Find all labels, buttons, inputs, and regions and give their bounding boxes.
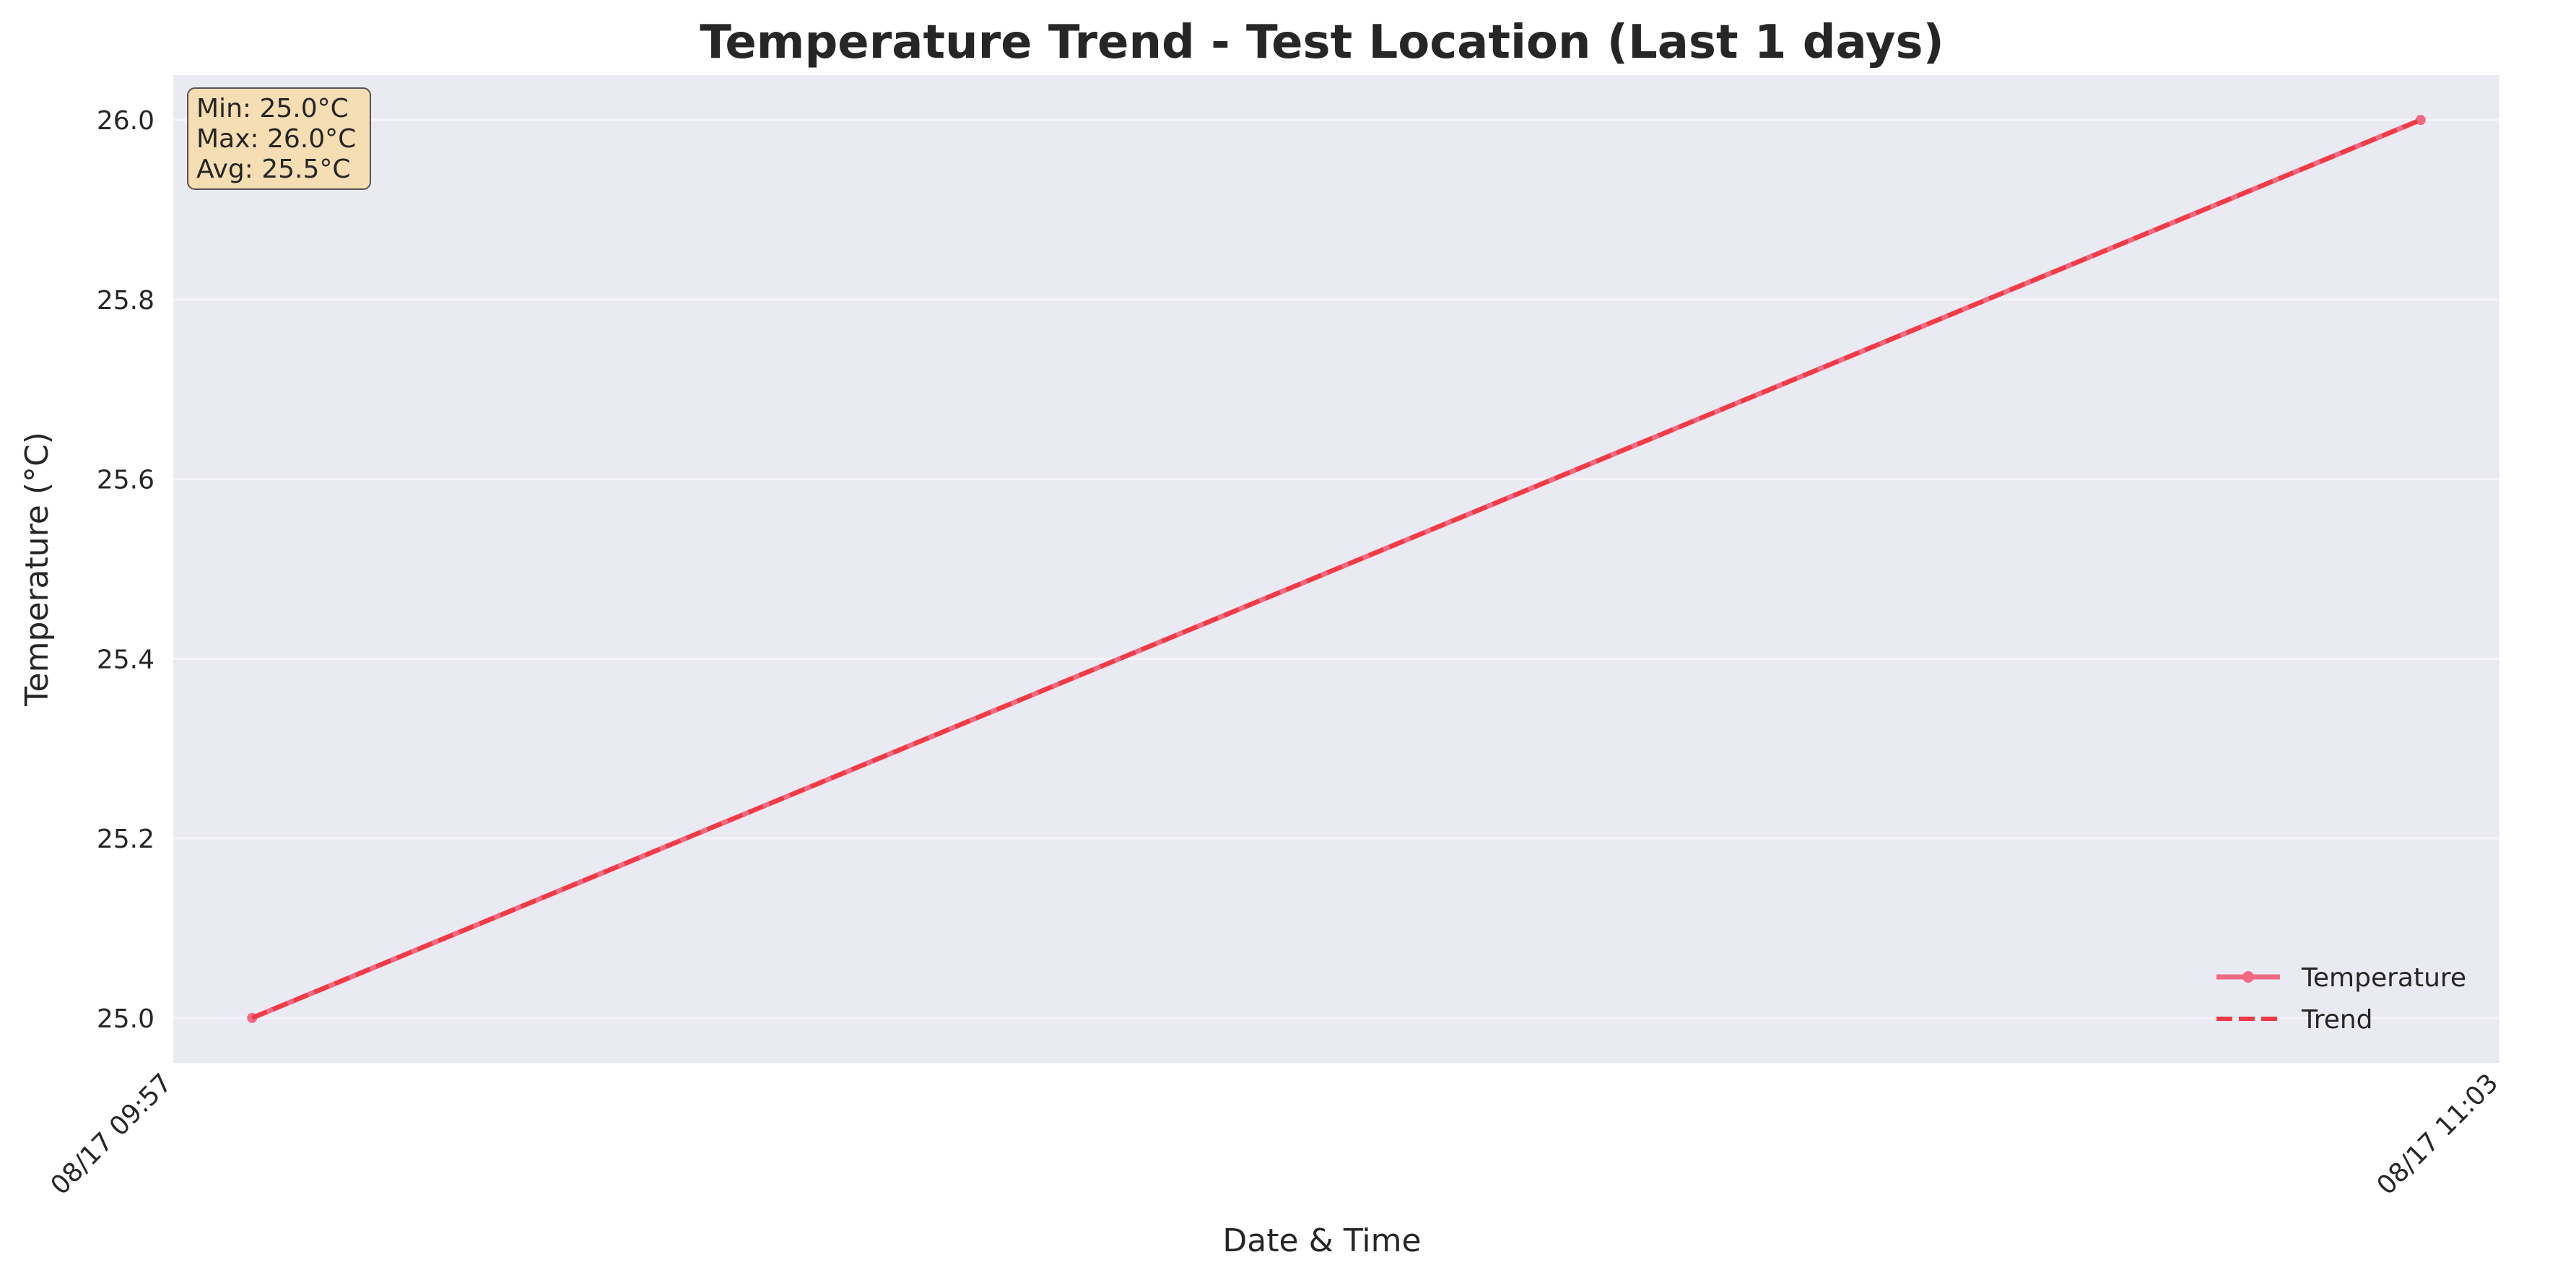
y-tick-labels: 25.0 25.2 25.4 25.6 25.8 26.0 <box>97 106 155 1034</box>
y-tick-label: 25.0 <box>97 1004 155 1034</box>
legend: Temperature Trend <box>2216 963 2466 1035</box>
legend-temperature-marker-icon <box>2242 971 2254 983</box>
stats-max: Max: 26.0°C <box>196 124 356 154</box>
y-axis-label: Temperature (°C) <box>19 432 56 707</box>
legend-trend-label: Trend <box>2301 1005 2373 1035</box>
chart-title: Temperature Trend - Test Location (Last … <box>700 16 1944 69</box>
series-line-trend <box>251 118 2421 1020</box>
stats-box-background <box>187 87 371 190</box>
y-tick-label: 26.0 <box>97 106 155 136</box>
x-tick-labels: 08/17 09:57 08/17 11:03 <box>45 1068 2505 1201</box>
legend-temperature-label: Temperature <box>2301 963 2466 993</box>
x-tick-label: 08/17 11:03 <box>2372 1068 2505 1201</box>
stats-box: Min: 25.0°C Max: 26.0°C Avg: 25.5°C <box>187 87 371 190</box>
y-tick-label: 25.8 <box>97 286 155 316</box>
x-tick-label: 08/17 09:57 <box>45 1068 178 1201</box>
stats-min: Min: 25.0°C <box>196 94 349 123</box>
stats-avg: Avg: 25.5°C <box>196 155 351 184</box>
grid-lines <box>173 118 2499 1020</box>
y-tick-label: 25.4 <box>97 645 155 674</box>
series-lines <box>247 115 2426 1023</box>
x-axis-label: Date & Time <box>1222 1222 1421 1259</box>
y-tick-label: 25.6 <box>97 466 155 495</box>
data-point <box>2415 115 2426 126</box>
y-tick-label: 25.2 <box>97 825 155 854</box>
